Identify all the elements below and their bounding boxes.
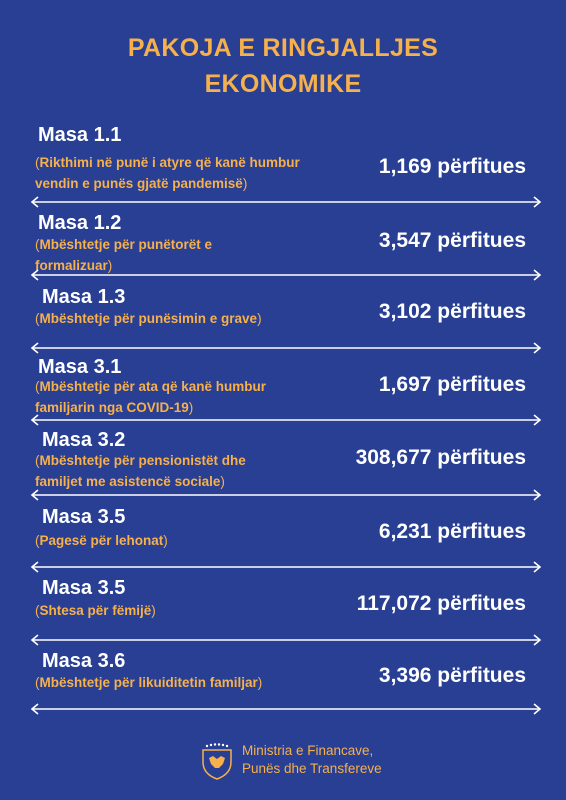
kosovo-emblem-icon	[200, 742, 234, 780]
masa-label: Masa 1.3	[42, 286, 126, 308]
page-title-line2: EKONOMIKE	[204, 70, 362, 98]
divider-arrow	[30, 269, 542, 281]
masa-description: (Shtesa për fëmijë)	[35, 603, 156, 618]
masa-label: Masa 3.1	[38, 356, 122, 378]
beneficiaries-count: 3,102 përfitues	[378, 300, 526, 323]
beneficiaries-count: 1,697 përfitues	[378, 373, 526, 396]
beneficiaries-count: 117,072 përfitues	[356, 592, 526, 615]
ministry-name: Ministria e Financave, Punës dhe Transfe…	[242, 743, 382, 776]
divider-arrow	[30, 561, 542, 573]
masa-description: (Mbështetje për punësimin e grave)	[35, 311, 262, 326]
divider-arrow	[30, 414, 542, 426]
beneficiaries-count: 6,231 përfitues	[378, 520, 526, 543]
masa-description: (Mbështetje për likuiditetin familjar)	[35, 675, 263, 690]
masa-label: Masa 1.2	[38, 212, 122, 234]
masa-label: Masa 3.2	[42, 429, 126, 451]
divider-arrow	[30, 703, 542, 715]
divider-arrow	[30, 342, 542, 354]
masa-description: (Pagesë për lehonat)	[35, 533, 168, 548]
page-title-line1: PAKOJA E RINGJALLJES	[127, 34, 439, 62]
masa-label: Masa 1.1	[38, 124, 122, 146]
divider-arrow	[30, 634, 542, 646]
beneficiaries-count: 3,547 përfitues	[378, 229, 526, 252]
masa-label: Masa 3.5	[42, 577, 126, 599]
beneficiaries-count: 1,169 përfitues	[378, 155, 526, 178]
masa-label: Masa 3.5	[42, 506, 126, 528]
masa-description: (Mbështetje për ata që kanë humbur famil…	[35, 379, 267, 415]
masa-description: (Mbështetje për pensionistët dhe familje…	[35, 453, 246, 489]
divider-arrow	[30, 489, 542, 501]
beneficiaries-count: 308,677 përfitues	[355, 446, 526, 469]
masa-description: (Rikthimi në punë i atyre që kanë humbur…	[35, 155, 300, 191]
masa-label: Masa 3.6	[42, 650, 126, 672]
divider-arrow	[30, 196, 542, 208]
beneficiaries-count: 3,396 përfitues	[378, 664, 526, 687]
masa-description: (Mbështetje për punëtorët e formalizuar)	[35, 237, 213, 273]
